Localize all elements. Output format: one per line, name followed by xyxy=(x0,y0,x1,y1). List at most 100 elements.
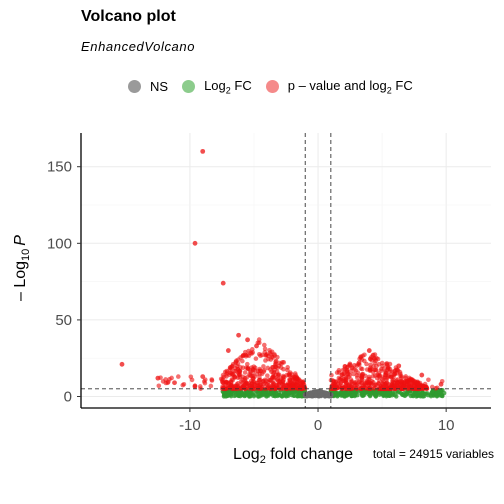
legend-label-pvalue-main: p – value and log xyxy=(287,78,387,93)
point-pvalue-log2fc xyxy=(228,379,234,384)
point-pvalue-log2fc xyxy=(245,361,250,367)
y-tick-label: 50 xyxy=(55,312,72,329)
point-pvalue-log2fc xyxy=(385,366,391,371)
point-pvalue-log2fc xyxy=(242,370,248,375)
point-pvalue-log2fc xyxy=(287,378,293,383)
data-point xyxy=(225,348,231,353)
point-pvalue-log2fc xyxy=(412,379,417,385)
point-pvalue-log2fc xyxy=(294,375,300,381)
point-pvalue-log2fc xyxy=(251,364,257,369)
chart-subtitle: EnhancedVolcano xyxy=(81,39,196,54)
point-pvalue-log2fc xyxy=(408,382,413,388)
point-pvalue-log2fc xyxy=(252,374,257,379)
point-pvalue-log2fc xyxy=(370,380,376,385)
point-pvalue-log2fc xyxy=(218,376,224,382)
point-pvalue-log2fc xyxy=(360,385,366,391)
point-pvalue-log2fc xyxy=(245,365,251,371)
point-pvalue-log2fc xyxy=(285,365,290,370)
y-axis-title: – Log10 P xyxy=(12,235,32,301)
point-pvalue-log2fc xyxy=(369,367,374,372)
point-pvalue-log2fc xyxy=(380,377,385,382)
point-pvalue-log2fc xyxy=(264,381,270,387)
point-log2fc xyxy=(394,394,399,399)
point-log2fc xyxy=(251,393,257,399)
point-pvalue-log2fc xyxy=(263,358,268,363)
point-pvalue-log2fc xyxy=(397,369,403,375)
legend-item-log2fc: Log2 FC xyxy=(182,78,252,96)
point-log2fc xyxy=(385,391,390,396)
point-pvalue-log2fc xyxy=(368,356,373,361)
point-pvalue-log2fc xyxy=(232,375,238,380)
point-ns xyxy=(327,393,333,398)
point-log2fc xyxy=(342,390,347,395)
point-pvalue-log2fc xyxy=(189,377,195,383)
point-pvalue-log2fc xyxy=(156,383,162,389)
point-log2fc xyxy=(232,393,237,399)
point-pvalue-log2fc xyxy=(208,383,214,389)
point-pvalue-log2fc xyxy=(175,374,181,379)
data-point xyxy=(396,363,402,369)
point-pvalue-log2fc xyxy=(372,373,378,378)
point-log2fc xyxy=(336,393,341,398)
legend-label-pvalue-log2fc: p – value and log2 FC xyxy=(288,78,413,96)
point-ns xyxy=(314,390,319,395)
point-pvalue-log2fc xyxy=(209,377,215,382)
y-axis-title-sub: 10 xyxy=(20,249,32,261)
point-pvalue-log2fc xyxy=(344,365,350,370)
point-log2fc xyxy=(226,393,231,398)
data-point xyxy=(438,381,444,387)
point-log2fc xyxy=(240,391,245,396)
point-pvalue-log2fc xyxy=(290,374,296,380)
point-pvalue-log2fc xyxy=(259,371,265,377)
point-log2fc xyxy=(377,392,382,397)
point-log2fc xyxy=(295,394,300,399)
point-pvalue-log2fc xyxy=(287,386,293,392)
point-log2fc xyxy=(367,393,373,399)
point-pvalue-log2fc xyxy=(270,365,276,370)
point-pvalue-log2fc xyxy=(422,381,428,387)
point-pvalue-log2fc xyxy=(248,378,254,384)
point-log2fc xyxy=(286,390,292,396)
data-point xyxy=(370,352,376,358)
legend-label-log2fc-main: Log xyxy=(204,78,226,93)
data-point xyxy=(366,348,372,353)
point-pvalue-log2fc xyxy=(390,378,395,384)
point-pvalue-log2fc xyxy=(340,385,345,391)
point-pvalue-log2fc xyxy=(384,361,390,366)
point-pvalue-log2fc xyxy=(362,352,367,358)
point-clouds xyxy=(156,337,447,399)
point-pvalue-log2fc xyxy=(358,355,364,360)
point-pvalue-log2fc xyxy=(160,379,166,384)
point-pvalue-log2fc xyxy=(373,367,378,373)
point-pvalue-log2fc xyxy=(258,353,263,359)
point-log2fc xyxy=(404,390,409,395)
y-tick-label: 150 xyxy=(47,159,72,176)
point-log2fc xyxy=(389,393,395,398)
point-log2fc xyxy=(268,391,273,397)
caption: total = 24915 variables xyxy=(372,447,494,461)
point-pvalue-log2fc xyxy=(237,368,242,374)
point-log2fc xyxy=(221,394,227,399)
data-point xyxy=(236,332,241,338)
point-pvalue-log2fc xyxy=(288,370,293,375)
point-pvalue-log2fc xyxy=(366,374,372,380)
point-pvalue-log2fc xyxy=(265,365,271,371)
point-pvalue-log2fc xyxy=(229,384,235,390)
legend-label-log2fc: Log2 FC xyxy=(204,78,252,96)
point-pvalue-log2fc xyxy=(364,367,370,372)
point-pvalue-log2fc xyxy=(261,364,266,369)
point-pvalue-log2fc xyxy=(374,363,379,369)
point-pvalue-log2fc xyxy=(243,353,249,359)
legend-label-pvalue-tail: FC xyxy=(391,78,413,93)
point-pvalue-log2fc xyxy=(336,375,342,381)
x-tick-label: 0 xyxy=(314,417,322,434)
point-pvalue-log2fc xyxy=(353,379,359,385)
legend-label-pvalue-sub: 2 xyxy=(386,85,392,96)
point-pvalue-log2fc xyxy=(291,380,296,385)
point-pvalue-log2fc xyxy=(230,363,235,369)
data-point xyxy=(192,240,198,246)
point-pvalue-log2fc xyxy=(192,384,198,390)
point-pvalue-log2fc xyxy=(253,356,259,361)
point-log2fc xyxy=(273,391,279,396)
